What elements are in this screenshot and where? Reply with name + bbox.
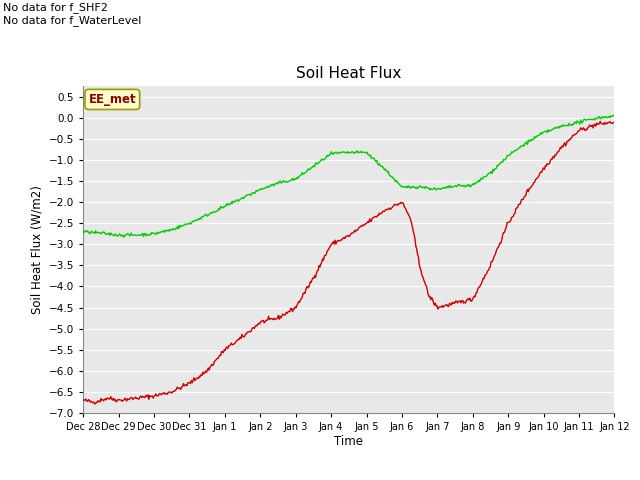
Legend: SHF1, SHF3: SHF1, SHF3 <box>261 478 436 480</box>
X-axis label: Time: Time <box>334 434 364 448</box>
Y-axis label: Soil Heat Flux (W/m2): Soil Heat Flux (W/m2) <box>30 185 44 314</box>
Text: No data for f_SHF2
No data for f_WaterLevel: No data for f_SHF2 No data for f_WaterLe… <box>3 2 141 26</box>
Title: Soil Heat Flux: Soil Heat Flux <box>296 66 401 81</box>
Text: EE_met: EE_met <box>88 93 136 106</box>
